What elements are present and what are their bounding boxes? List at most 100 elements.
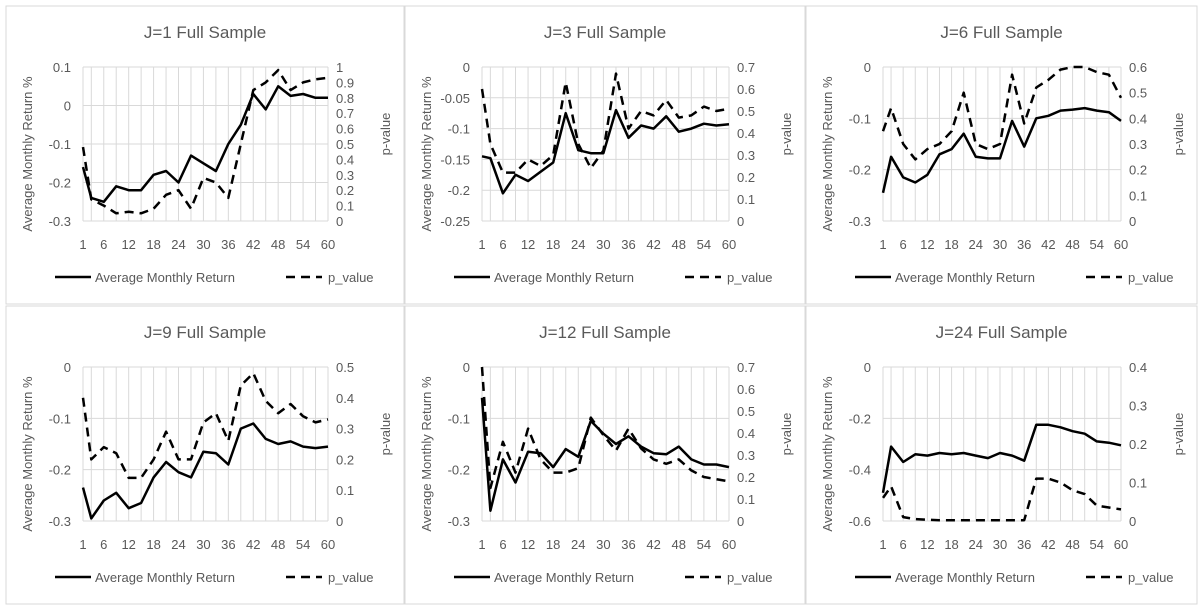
x-tick-label: 24: [969, 237, 983, 252]
y2-tick-label: 0.1: [336, 199, 354, 214]
x-tick-label: 1: [478, 237, 485, 252]
y2-tick-label: 0.7: [737, 60, 755, 75]
return-series-line: [81, 422, 329, 520]
y2-tick-label: 0.1: [1129, 188, 1147, 203]
y2-axis-label: p-value: [378, 113, 393, 156]
x-tick-label: 12: [920, 237, 934, 252]
y-tick-label: -0.6: [849, 514, 871, 529]
y2-tick-label: 0.6: [336, 122, 354, 137]
y-tick-label: -0.1: [49, 411, 71, 426]
y2-tick-label: 0.2: [1129, 163, 1147, 178]
legend: Average Monthly Return p_value: [855, 270, 1174, 285]
y2-tick-label: 0.9: [336, 75, 354, 90]
x-tick-label: 42: [246, 237, 260, 252]
y2-tick-label: 0.2: [737, 170, 755, 185]
y2-tick-label: 0: [737, 514, 744, 529]
x-tick-label: 60: [321, 537, 335, 552]
y2-tick-label: 0.5: [737, 104, 755, 119]
y-tick-label: 0: [463, 60, 470, 75]
y2-axis-label: p-value: [779, 113, 794, 156]
y-tick-label: -0.2: [448, 183, 470, 198]
y2-tick-label: 0.4: [737, 126, 755, 141]
y-tick-label: 0.1: [53, 60, 71, 75]
legend-return-label: Average Monthly Return: [494, 570, 634, 585]
x-tick-label: 36: [1017, 237, 1031, 252]
y-tick-label: -0.2: [448, 463, 470, 478]
y2-tick-label: 0.3: [1129, 137, 1147, 152]
y2-tick-label: 0: [737, 214, 744, 229]
y-tick-label: -0.4: [849, 463, 871, 478]
y2-tick-label: 0.3: [737, 448, 755, 463]
chart-title: J=12 Full Sample: [539, 323, 671, 342]
x-tick-label: 42: [1041, 537, 1055, 552]
y-axis-label: Average Monthly Return %: [820, 376, 835, 532]
x-tick-label: 1: [879, 537, 886, 552]
return-series-line: [881, 423, 1122, 494]
y-tick-label: -0.3: [448, 514, 470, 529]
y2-tick-label: 0.2: [336, 183, 354, 198]
x-tick-label: 6: [100, 537, 107, 552]
panel-border: [5, 5, 405, 305]
x-tick-label: 18: [944, 537, 958, 552]
y2-tick-label: 0.1: [737, 492, 755, 507]
y2-tick-label: 0.1: [1129, 476, 1147, 491]
legend-p-label: p_value: [328, 270, 374, 285]
y2-tick-label: 0: [336, 214, 343, 229]
y-tick-label: -0.2: [849, 411, 871, 426]
chart-panel-5: J=12 Full Sample -0.3 -0.2 -0.1 0 0 0.1 0.2 0.3 0…: [404, 305, 806, 605]
y2-axis-label: p-value: [1171, 113, 1186, 156]
legend: Average Monthly Return p_value: [454, 570, 773, 585]
x-tick-label: 18: [146, 537, 160, 552]
y-tick-label: -0.15: [440, 152, 470, 167]
x-tick-label: 54: [697, 237, 711, 252]
chart-title: J=3 Full Sample: [544, 23, 666, 42]
x-tick-label: 36: [1017, 537, 1031, 552]
y2-tick-label: 0.5: [1129, 86, 1147, 101]
y2-tick-label: 0.2: [1129, 437, 1147, 452]
y-tick-label: -0.2: [49, 463, 71, 478]
x-tick-label: 60: [1114, 237, 1128, 252]
x-tick-label: 18: [546, 537, 560, 552]
y2-tick-label: 1: [336, 60, 343, 75]
chart-title: J=6 Full Sample: [940, 23, 1062, 42]
x-tick-label: 42: [646, 537, 660, 552]
x-tick-label: 1: [79, 537, 86, 552]
x-tick-label: 60: [1114, 537, 1128, 552]
y2-tick-label: 0: [336, 514, 343, 529]
y-tick-label: 0: [64, 360, 71, 375]
y2-axis-label: p-value: [779, 413, 794, 456]
x-tick-label: 30: [993, 237, 1007, 252]
y2-tick-label: 0.3: [1129, 399, 1147, 414]
x-tick-label: 24: [571, 537, 585, 552]
x-tick-label: 48: [1065, 237, 1079, 252]
p-value-series-line: [480, 72, 730, 174]
chart-panel-4: J=9 Full Sample -0.3 -0.2 -0.1 0 0 0.1 0.2 0.3 0.…: [5, 305, 405, 605]
y-axis-label: Average Monthly Return %: [820, 76, 835, 232]
chart-panel-6: J=24 Full Sample -0.6 -0.4 -0.2 0 0 0.1 0.2 0.3 0…: [805, 305, 1198, 605]
p-value-series-line: [881, 65, 1123, 161]
y-tick-label: 0: [463, 360, 470, 375]
x-tick-label: 42: [1041, 237, 1055, 252]
chart-panel-1: J=1 Full Sample-0.3-0.2-0.100.100.10.20.…: [5, 5, 405, 305]
x-tick-label: 12: [121, 537, 135, 552]
y2-axis-label: p-value: [1171, 413, 1186, 456]
x-tick-label: 36: [221, 537, 235, 552]
y2-tick-label: 0.6: [737, 382, 755, 397]
x-tick-label: 12: [521, 237, 535, 252]
y-tick-label: -0.25: [440, 214, 470, 229]
p-value-series-line: [81, 68, 329, 215]
x-tick-label: 24: [171, 237, 185, 252]
x-tick-label: 60: [321, 237, 335, 252]
y-tick-label: -0.2: [49, 176, 71, 191]
panel-border: [404, 5, 806, 305]
y-tick-label: -0.1: [448, 122, 470, 137]
panel-border: [404, 305, 806, 605]
legend-return-label: Average Monthly Return: [895, 570, 1035, 585]
legend: Average Monthly Return p_value: [55, 570, 374, 585]
x-tick-label: 36: [621, 237, 635, 252]
y-tick-label: -0.3: [49, 514, 71, 529]
x-tick-label: 30: [596, 537, 610, 552]
y2-tick-label: 0.4: [336, 152, 354, 167]
y-tick-label: -0.05: [440, 91, 470, 106]
